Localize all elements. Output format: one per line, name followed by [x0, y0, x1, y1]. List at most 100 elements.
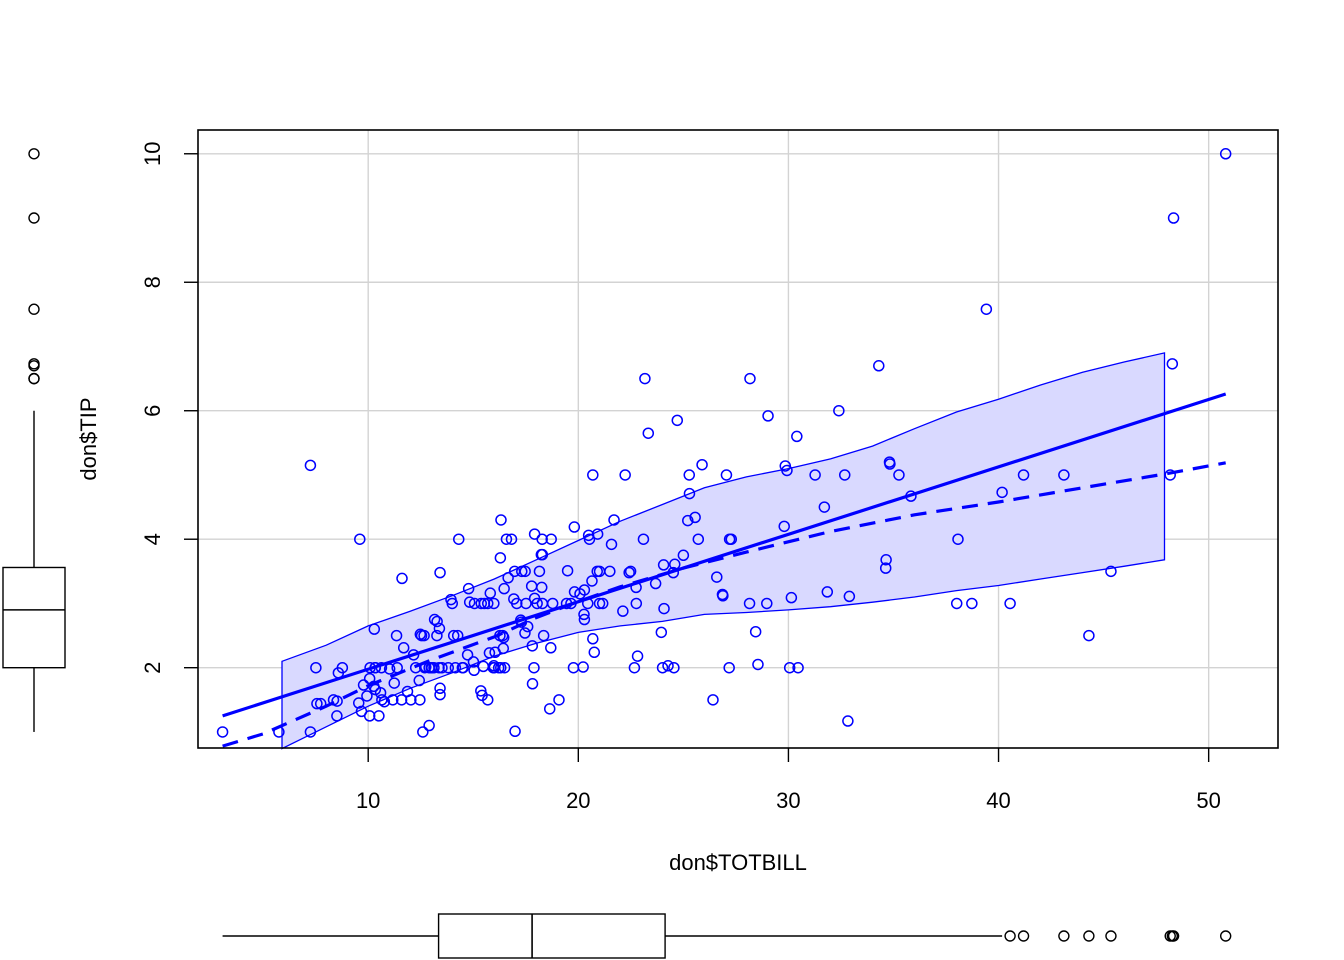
data-point	[331, 710, 343, 722]
x-box	[437, 913, 666, 959]
data-point	[449, 661, 462, 674]
y-box	[2, 566, 66, 669]
data-point	[383, 663, 396, 675]
data-point	[405, 694, 417, 706]
data-point	[433, 661, 445, 674]
data-point	[482, 694, 494, 706]
data-point	[821, 586, 834, 598]
data-point	[537, 629, 550, 642]
data-point	[596, 597, 609, 610]
data-point	[950, 597, 963, 610]
data-point	[1219, 148, 1232, 160]
data-point	[619, 469, 631, 481]
data-point	[1105, 565, 1117, 578]
data-point	[331, 695, 343, 707]
x-tick-label: 10	[356, 788, 380, 813]
data-point	[376, 694, 388, 706]
x-axis-label: don$TOTBILL	[669, 850, 807, 875]
data-point	[304, 726, 317, 738]
y-box-outlier	[28, 303, 40, 315]
data-point	[587, 469, 599, 481]
y-axis: 2 4 6 8 10	[140, 142, 198, 674]
data-point	[483, 647, 496, 659]
data-point	[624, 565, 637, 578]
data-point	[536, 533, 548, 545]
data-point	[818, 501, 831, 513]
data-point	[725, 533, 738, 545]
data-point	[434, 566, 446, 579]
data-point	[657, 559, 670, 571]
data-point	[528, 661, 540, 674]
data-point	[434, 688, 446, 701]
data-point	[586, 575, 598, 587]
data-point	[373, 710, 385, 722]
data-point	[711, 571, 723, 583]
data-point	[842, 715, 854, 727]
data-point	[692, 533, 705, 545]
data-point	[593, 597, 606, 610]
plot-frame	[197, 129, 1279, 749]
data-point	[682, 514, 694, 527]
data-point	[893, 469, 905, 481]
data-point	[395, 694, 408, 706]
data-point	[516, 565, 528, 578]
data-point	[526, 640, 539, 652]
x-tick-label: 50	[1196, 788, 1220, 813]
data-point	[536, 548, 549, 561]
data-point	[361, 690, 373, 702]
data-point	[980, 303, 993, 315]
y-box-outlier	[28, 372, 40, 385]
data-point	[216, 726, 229, 738]
data-point	[418, 629, 430, 642]
data-point	[423, 719, 435, 732]
data-point	[631, 650, 644, 662]
data-point	[310, 661, 322, 674]
data-point	[1167, 212, 1180, 224]
data-point	[428, 661, 440, 674]
data-point	[521, 620, 534, 633]
x-box-outlier	[1058, 930, 1070, 942]
data-point	[717, 589, 729, 602]
data-point	[413, 674, 426, 687]
data-point	[484, 587, 497, 599]
data-point	[461, 649, 474, 661]
y-boxplot	[2, 148, 66, 732]
data-point	[477, 660, 490, 673]
data-point	[605, 538, 618, 551]
smooth-fit-line	[222, 461, 1226, 748]
data-point	[743, 597, 756, 610]
data-point	[1083, 629, 1095, 642]
data-points	[216, 148, 1232, 738]
data-point	[436, 661, 448, 674]
data-point	[1058, 469, 1070, 481]
data-point	[431, 615, 443, 628]
data-point	[520, 597, 532, 610]
data-point	[510, 597, 523, 610]
y-box-outlier	[28, 358, 40, 370]
y-tick-label: 4	[140, 533, 165, 545]
data-point	[707, 694, 719, 706]
data-point	[792, 661, 804, 674]
data-point	[655, 626, 668, 639]
y-axis-label: don$TIP	[76, 397, 101, 480]
data-point	[1004, 597, 1016, 610]
data-point	[494, 552, 507, 564]
x-axis: 10 20 30 40 50	[356, 748, 1221, 813]
data-point	[966, 597, 978, 610]
data-point	[689, 511, 701, 524]
y-tick-label: 10	[140, 142, 165, 166]
data-point	[623, 566, 635, 579]
data-point	[526, 678, 539, 690]
data-point	[488, 597, 500, 610]
data-point	[388, 677, 400, 689]
data-point	[502, 572, 514, 584]
data-point	[545, 533, 557, 545]
data-point	[495, 661, 507, 674]
data-point	[482, 597, 494, 610]
y-tick-label: 6	[140, 405, 165, 417]
data-point	[497, 631, 510, 644]
data-point	[752, 658, 764, 671]
data-point	[397, 642, 410, 654]
data-point	[363, 710, 376, 722]
data-point	[368, 623, 381, 635]
